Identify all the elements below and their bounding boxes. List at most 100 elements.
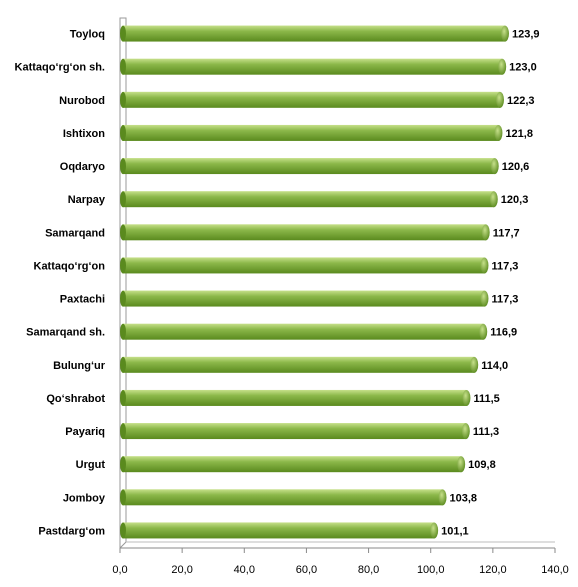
value-label: 111,3 [473, 426, 499, 438]
bar-body [123, 124, 499, 141]
x-tick-label: 140,0 [541, 564, 569, 576]
bar-body [123, 25, 505, 42]
bar-end-cap [498, 58, 507, 75]
bar [120, 290, 489, 307]
bar-start-cap [120, 389, 126, 406]
bar-body [123, 323, 484, 340]
chart-labels: 0,0 20,0 40,0 60,0 80,0 100,0 120,0 140,0 Toyloq… [15, 29, 569, 576]
bar-body [123, 522, 435, 539]
bar [120, 25, 509, 42]
bar-start-cap [120, 489, 126, 506]
bar-body [123, 423, 466, 440]
bar-body [123, 191, 494, 208]
category-label: Toyloq [70, 29, 105, 41]
bar-start-cap [120, 91, 126, 108]
bar-end-cap [500, 25, 509, 42]
bar [120, 389, 471, 406]
bar-start-cap [120, 191, 126, 208]
bar-body [123, 91, 501, 108]
bar-body [123, 257, 485, 274]
category-label: Paxtachi [60, 294, 105, 306]
bar-end-cap [480, 257, 489, 274]
value-label: 103,8 [450, 492, 478, 504]
bar-body [123, 389, 467, 406]
bar [120, 124, 503, 141]
bar-end-cap [480, 290, 489, 307]
bar-start-cap [120, 423, 126, 440]
chart-axes [119, 17, 556, 553]
category-label: Pastdarg‘om [38, 525, 105, 537]
value-label: 122,3 [507, 95, 535, 107]
bar-end-cap [496, 91, 505, 108]
category-label: Bulung‘ur [53, 360, 106, 372]
bar [120, 224, 490, 241]
bar-end-cap [489, 191, 498, 208]
value-label: 109,8 [468, 459, 496, 471]
value-label: 123,0 [509, 62, 537, 74]
bar-start-cap [120, 58, 126, 75]
bar-end-cap [462, 389, 471, 406]
bar-end-cap [461, 423, 470, 440]
value-label: 121,8 [505, 128, 533, 140]
value-label: 116,9 [490, 327, 517, 339]
bar-start-cap [120, 456, 126, 473]
value-label: 101,1 [441, 525, 469, 537]
bar-start-cap [120, 25, 126, 42]
category-label: Nurobod [59, 95, 105, 107]
bar [120, 423, 470, 440]
bar-start-cap [120, 356, 126, 373]
value-label: 111,5 [473, 393, 499, 405]
category-label: Ishtixon [63, 128, 105, 140]
x-tick-label: 60,0 [296, 564, 317, 576]
bar-start-cap [120, 257, 126, 274]
bar-start-cap [120, 290, 126, 307]
x-tick-label: 40,0 [234, 564, 255, 576]
value-label: 120,6 [502, 161, 530, 173]
bar-body [123, 489, 443, 506]
x-tick-label: 100,0 [417, 564, 445, 576]
bar-start-cap [120, 522, 126, 539]
bar [120, 91, 505, 108]
category-label: Urgut [76, 459, 106, 471]
bar-start-cap [120, 158, 126, 175]
bar-body [123, 456, 462, 473]
bar [120, 522, 439, 539]
value-label: 117,3 [491, 260, 518, 272]
value-label: 123,9 [512, 29, 540, 41]
bar [120, 257, 489, 274]
bar-body [123, 58, 503, 75]
x-tick-label: 120,0 [479, 564, 507, 576]
bar [120, 456, 466, 473]
value-label: 117,3 [491, 294, 518, 306]
category-label: Samarqand [45, 227, 105, 239]
value-label: 117,7 [493, 227, 520, 239]
bar [120, 191, 498, 208]
bar-start-cap [120, 124, 126, 141]
category-label: Kattaqo‘rg‘on sh. [15, 62, 105, 74]
bar-end-cap [430, 522, 439, 539]
bar [120, 158, 499, 175]
bar-start-cap [120, 323, 126, 340]
bar-end-cap [481, 224, 490, 241]
bar-start-cap [120, 224, 126, 241]
category-label: Narpay [68, 194, 106, 206]
category-label: Qo‘shrabot [46, 393, 105, 405]
bar-end-cap [457, 456, 466, 473]
bar [120, 323, 488, 340]
chart-bars [120, 25, 509, 539]
category-label: Oqdaryo [60, 161, 106, 173]
bar-end-cap [494, 124, 503, 141]
category-label: Kattaqo‘rg‘on [34, 260, 106, 272]
category-label: Samarqand sh. [26, 327, 105, 339]
bar-end-cap [490, 158, 499, 175]
bar-body [123, 158, 495, 175]
x-tick-label: 80,0 [358, 564, 379, 576]
bar [120, 356, 479, 373]
category-label: Payariq [65, 426, 105, 438]
category-label: Jomboy [63, 492, 106, 504]
value-label: 114,0 [481, 360, 508, 372]
bar-body [123, 290, 485, 307]
x-tick-label: 20,0 [171, 564, 192, 576]
bar-end-cap [479, 323, 488, 340]
